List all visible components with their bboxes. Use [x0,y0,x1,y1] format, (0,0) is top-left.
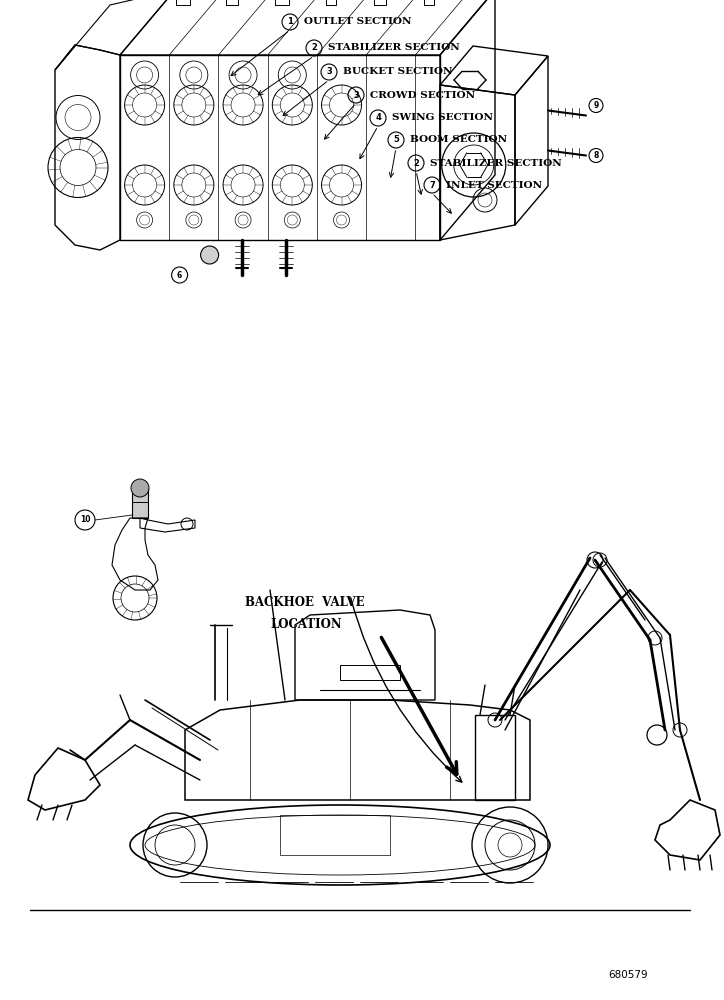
Circle shape [201,246,219,264]
Text: BOOM SECTION: BOOM SECTION [410,135,507,144]
Text: STABILIZER SECTION: STABILIZER SECTION [430,158,562,167]
Text: INLET SECTION: INLET SECTION [446,180,542,190]
Text: 2: 2 [413,158,419,167]
Text: SWING SECTION: SWING SECTION [392,113,493,122]
Text: 3: 3 [326,68,332,77]
Text: 680579: 680579 [608,970,648,980]
Text: CROWD SECTION: CROWD SECTION [370,91,475,100]
Text: 8: 8 [593,151,599,160]
Text: OUTLET SECTION: OUTLET SECTION [304,17,411,26]
Text: 3: 3 [353,91,359,100]
Text: 7: 7 [429,180,435,190]
Text: 4: 4 [375,113,381,122]
Text: 10: 10 [80,516,90,524]
Text: STABILIZER SECTION: STABILIZER SECTION [328,43,460,52]
Text: 6: 6 [177,270,182,279]
Polygon shape [132,488,148,518]
Text: 9: 9 [594,101,599,110]
Text: 2: 2 [311,43,317,52]
Ellipse shape [145,815,535,875]
Text: LOCATION: LOCATION [270,618,342,632]
Text: 1: 1 [287,17,293,26]
Text: BACKHOE  VALVE: BACKHOE VALVE [245,596,365,609]
Text: BUCKET SECTION: BUCKET SECTION [343,68,452,77]
Text: 5: 5 [393,135,399,144]
Circle shape [131,479,149,497]
